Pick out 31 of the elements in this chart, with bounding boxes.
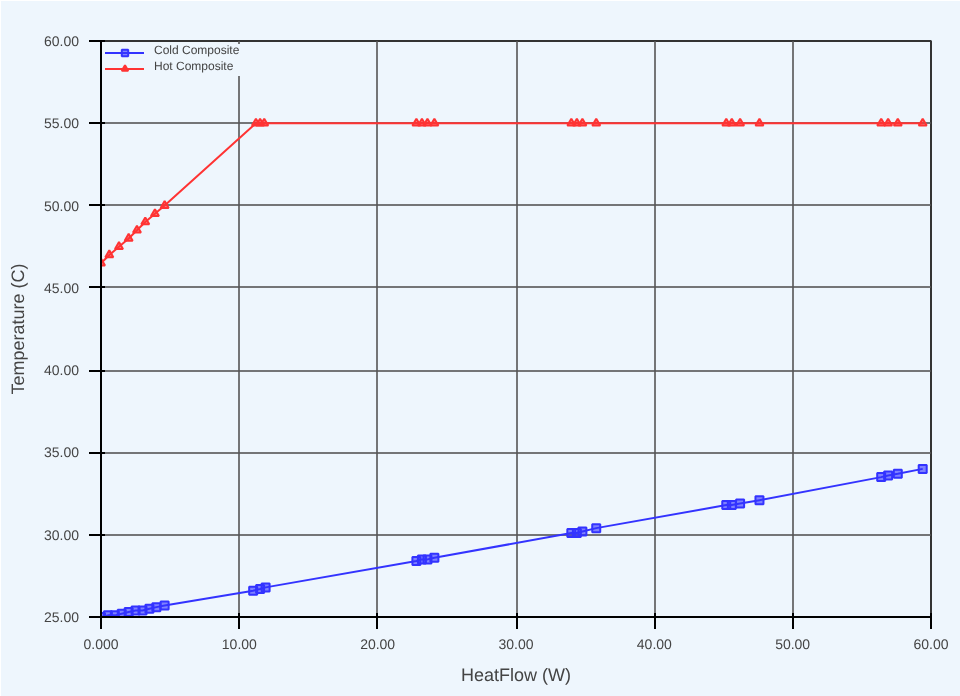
point — [140, 216, 151, 226]
point — [883, 470, 894, 481]
point — [591, 523, 602, 534]
point — [917, 117, 928, 127]
point — [159, 600, 170, 611]
point — [159, 199, 170, 209]
point — [917, 463, 928, 474]
point — [577, 117, 588, 127]
x-axis-title: HeatFlow (W) — [461, 665, 572, 685]
y-axis-title: Temperature (C) — [7, 263, 28, 395]
point — [735, 117, 746, 127]
point — [260, 582, 271, 593]
point — [726, 117, 737, 127]
point — [735, 498, 746, 509]
point — [429, 552, 440, 563]
point — [149, 208, 160, 218]
point — [577, 526, 588, 537]
point — [892, 468, 903, 479]
point — [422, 117, 433, 127]
point — [591, 117, 602, 127]
point — [131, 224, 142, 234]
point — [883, 117, 894, 127]
point — [876, 117, 887, 127]
point — [429, 117, 440, 127]
point — [892, 117, 903, 127]
point — [151, 602, 162, 613]
point — [113, 241, 124, 251]
point — [123, 232, 134, 242]
point — [104, 249, 115, 259]
point — [754, 117, 765, 127]
point — [754, 495, 765, 506]
